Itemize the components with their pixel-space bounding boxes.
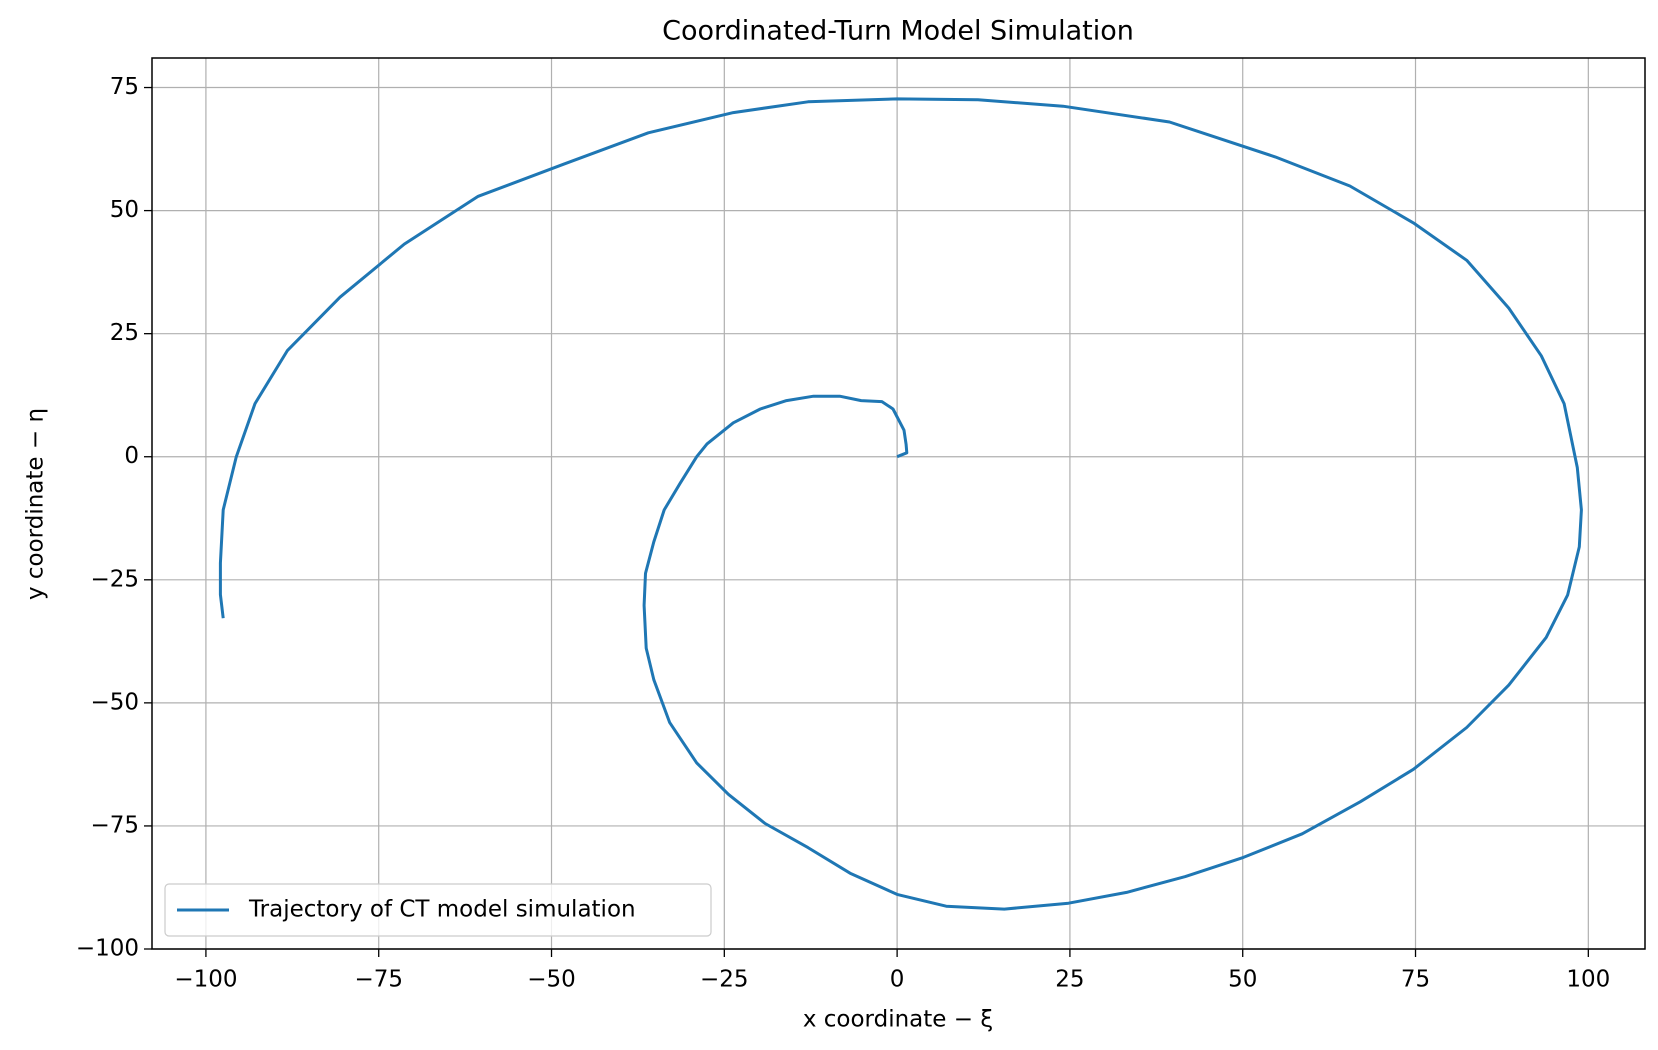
chart-title: Coordinated-Turn Model Simulation <box>662 16 1134 47</box>
y-tick-label: −75 <box>90 812 139 838</box>
x-tick-label: 75 <box>1401 967 1430 993</box>
y-tick-label: 0 <box>124 443 139 469</box>
legend-box <box>164 883 712 937</box>
y-axis-label: y coordinate − η <box>23 408 49 600</box>
y-tick-label: 75 <box>110 74 139 100</box>
y-tick-label: −100 <box>76 936 139 962</box>
legend-label: Trajectory of CT model simulation <box>248 897 636 923</box>
x-axis-label: x coordinate − ξ <box>803 1007 993 1033</box>
plot-frame <box>151 57 1646 950</box>
x-tick-label: −100 <box>174 967 237 993</box>
x-tick-label: 100 <box>1566 967 1610 993</box>
x-tick-label: −75 <box>354 967 403 993</box>
y-tick-label: 25 <box>110 320 139 346</box>
x-tick-label: −25 <box>700 967 749 993</box>
x-tick-label: −50 <box>527 967 576 993</box>
x-tick-label: 50 <box>1228 967 1257 993</box>
x-tick-label: 0 <box>890 967 905 993</box>
y-tick-label: 50 <box>110 197 139 223</box>
y-tick-label: −50 <box>90 689 139 715</box>
y-tick-label: −25 <box>90 566 139 592</box>
x-tick-label: 25 <box>1055 967 1084 993</box>
trajectory-line <box>218 97 1583 911</box>
